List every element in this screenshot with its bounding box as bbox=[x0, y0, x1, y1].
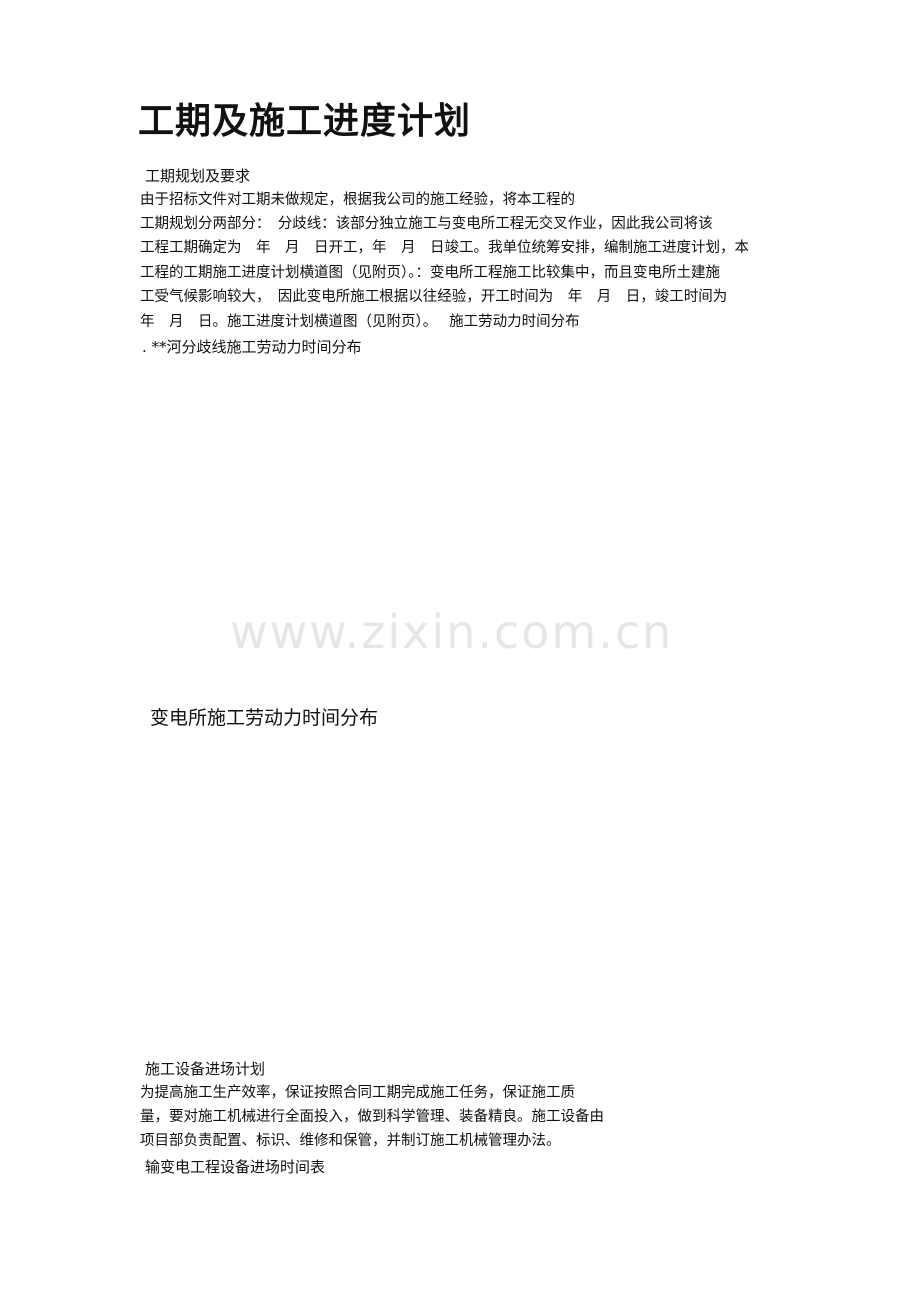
data-label: 70 bbox=[441, 796, 461, 815]
bar bbox=[247, 945, 280, 1004]
y-tick-label: 90 bbox=[160, 379, 182, 399]
chart1-caption: . **河分歧线施工劳动力时间分布 bbox=[142, 338, 362, 356]
data-label: 15 bbox=[629, 952, 649, 971]
x-tick-label: 30 bbox=[442, 1007, 462, 1026]
data-label: 50 bbox=[316, 853, 336, 872]
data-label: 40 bbox=[305, 521, 327, 541]
data-label: 70 bbox=[410, 796, 430, 815]
y-tick-label: 70 bbox=[160, 435, 182, 455]
paragraph-line: 由于招标文件对工期未做规定，根据我公司的施工经验，将本工程的 bbox=[140, 192, 575, 208]
data-label: 20 bbox=[190, 938, 210, 957]
y-tick-label: 0 bbox=[171, 994, 181, 1013]
y-tick-label: 80 bbox=[161, 767, 181, 786]
data-label: 40 bbox=[342, 521, 364, 541]
bar bbox=[403, 803, 436, 1004]
data-label: 40 bbox=[194, 521, 216, 541]
bar bbox=[560, 917, 593, 1004]
data-label: 80 bbox=[527, 408, 549, 428]
data-label: 40 bbox=[231, 521, 253, 541]
y-tick-label: 0 bbox=[171, 632, 182, 652]
data-label: 20 bbox=[222, 938, 242, 957]
legend-swatch bbox=[373, 370, 388, 385]
x-tick-label: 6月15 bbox=[366, 1007, 413, 1026]
page-title: 工期及施工进度计划 bbox=[138, 100, 472, 142]
bar bbox=[372, 803, 405, 1004]
bar bbox=[341, 860, 374, 1004]
section-heading-equipment: 施工设备进场计划 bbox=[145, 1060, 266, 1078]
bar bbox=[528, 860, 562, 1004]
substation-chart-heading: 变电所施工劳动力时间分布 bbox=[150, 707, 379, 729]
y-tick-label: 70 bbox=[161, 795, 181, 814]
y-tick-label: 60 bbox=[160, 463, 182, 483]
bar bbox=[185, 528, 224, 642]
legend-label: 人力 bbox=[394, 368, 430, 389]
y-tick-label: 30 bbox=[160, 548, 182, 568]
legend-box bbox=[367, 752, 443, 780]
y-tick-label: 20 bbox=[161, 937, 181, 956]
data-label: 80 bbox=[490, 408, 512, 428]
x-tick-label: 30 bbox=[253, 1007, 273, 1026]
bar bbox=[278, 860, 311, 1004]
y-tick-label: 40 bbox=[160, 520, 182, 540]
data-label: 30 bbox=[597, 910, 617, 929]
data-label: 20 bbox=[253, 938, 273, 957]
x-tick-label: 8月15 bbox=[557, 1007, 604, 1026]
data-label: 60 bbox=[416, 464, 438, 484]
paragraph-line: 工受气候影响较大， 因此变电所施工根据以往经验，开工时间为 年 月 日，竣工时间… bbox=[140, 289, 728, 305]
x-tick-label: 25 bbox=[505, 1007, 525, 1026]
y-tick-label: 10 bbox=[161, 966, 181, 985]
y-tick-label: 50 bbox=[160, 491, 182, 511]
bar bbox=[591, 917, 624, 1004]
bar bbox=[184, 945, 217, 1004]
data-label: 80 bbox=[564, 408, 586, 428]
paragraph-line: 项目部负责配置、标识、维修和保管，并制订施工机械管理办法。 bbox=[140, 1133, 561, 1149]
data-label: 50 bbox=[347, 853, 367, 872]
watermark: www.zixin.com.cn bbox=[230, 605, 674, 659]
y-tick-label: 40 bbox=[161, 881, 181, 900]
data-label: 70 bbox=[472, 796, 492, 815]
data-label: 60 bbox=[379, 464, 401, 484]
data-label: 50 bbox=[284, 853, 304, 872]
paragraph-line: 量，要对施工机械进行全面投入，做到科学管理、装备精良。施工设备由 bbox=[140, 1109, 604, 1125]
bar bbox=[434, 803, 468, 1004]
paragraph-line: 工期规划分两部分： 分歧线：该部分独立施工与变电所工程无交叉作业，因此我公司将该 bbox=[140, 216, 713, 232]
data-label: 70 bbox=[503, 796, 523, 815]
x-tick-label: 25 bbox=[316, 1007, 336, 1026]
section-heading-schedule: 工期规划及要求 bbox=[145, 167, 251, 185]
plot-area bbox=[184, 775, 662, 1004]
series-outline bbox=[185, 803, 656, 1003]
y-tick-label: 20 bbox=[160, 576, 182, 596]
bar bbox=[466, 803, 499, 1004]
data-label: 50 bbox=[601, 492, 623, 512]
data-label: 20 bbox=[638, 577, 660, 597]
bar bbox=[497, 803, 530, 1004]
x-tick-label: 30 bbox=[634, 1007, 654, 1026]
data-label: 80 bbox=[453, 408, 475, 428]
x-tick-label: 4月15日 bbox=[169, 1007, 232, 1026]
bar bbox=[215, 945, 249, 1004]
paragraph-line: 工程工期确定为 年 月 日开工，年 月 日竣工。我单位统筹安排，编制施工进度计划… bbox=[140, 240, 749, 256]
bar bbox=[622, 959, 656, 1004]
legend-swatch bbox=[373, 759, 388, 774]
y-tick-label: 60 bbox=[161, 824, 181, 843]
paragraph-line: 工程的工期施工进度计划横道图（见附页）。：变电所工程施工比较集中，而且变电所土建… bbox=[140, 265, 720, 281]
y-tick-label: 80 bbox=[160, 407, 182, 427]
paragraph-line: 为提高施工生产效率，保证按照合同工期完成施工任务，保证施工质 bbox=[140, 1085, 575, 1101]
x-tick-label: 4月1 bbox=[185, 646, 224, 666]
equipment-table-title: 输变电工程设备进场时间表 bbox=[145, 1158, 326, 1176]
bar bbox=[309, 860, 343, 1004]
data-label: 70 bbox=[378, 796, 398, 815]
data-label: 30 bbox=[566, 910, 586, 929]
data-label: 50 bbox=[535, 853, 555, 872]
y-tick-label: 50 bbox=[161, 852, 181, 871]
y-tick-label: 10 bbox=[160, 604, 182, 624]
legend-label: 人力 bbox=[394, 757, 430, 778]
paragraph-line: 年 月 日。施工进度计划横道图（见附页）。 施工劳动力时间分布 bbox=[140, 314, 580, 330]
y-tick-label: 30 bbox=[161, 909, 181, 928]
data-label: 40 bbox=[268, 521, 290, 541]
legend-box bbox=[367, 363, 443, 391]
plot-area bbox=[185, 387, 668, 642]
